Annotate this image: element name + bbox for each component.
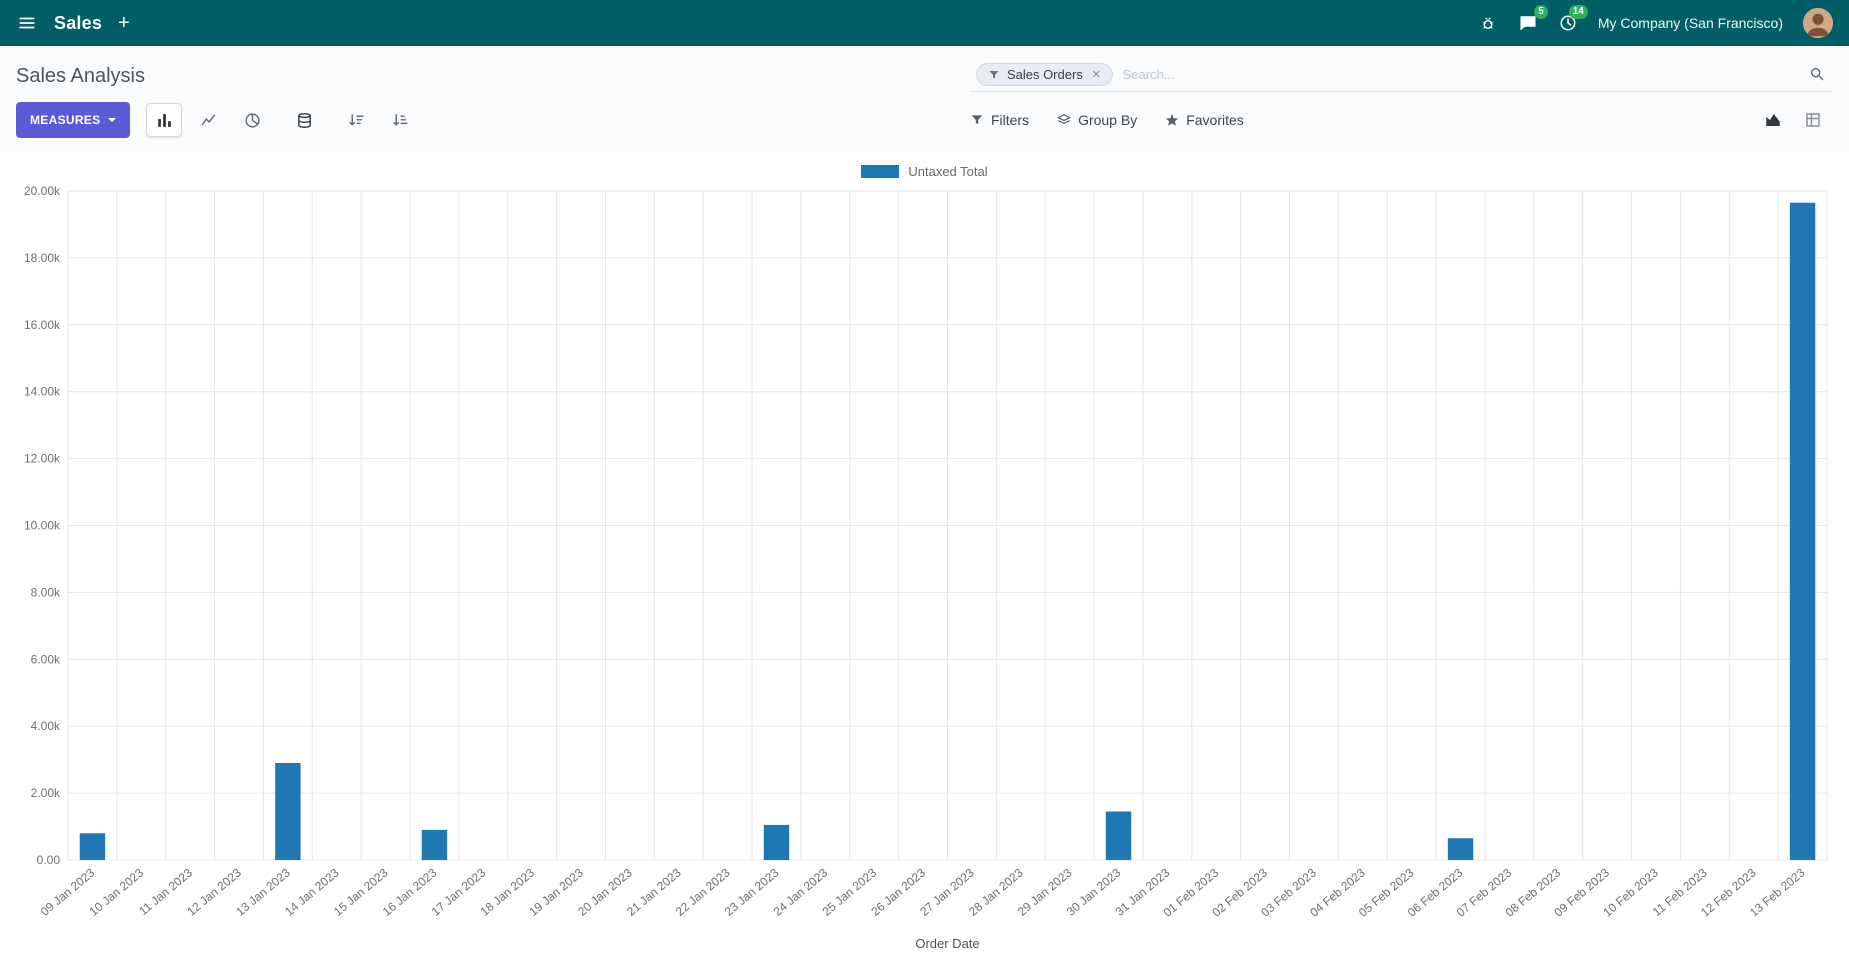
layers-icon — [1057, 114, 1072, 125]
pie-chart-button[interactable] — [234, 103, 270, 137]
bar-chart[interactable]: 0.00 2.00k 4.00k 6.00k 8.00k 10.00k 12.00k 14.0… — [12, 183, 1837, 956]
page-title: Sales Analysis — [16, 64, 145, 87]
svg-text:18.00k: 18.00k — [24, 251, 61, 265]
svg-text:20.00k: 20.00k — [24, 184, 61, 198]
favorites-button[interactable]: Favorites — [1165, 112, 1244, 128]
sort-ascending-button[interactable] — [382, 103, 418, 137]
messages-icon[interactable]: 5 — [1518, 5, 1548, 33]
apps-menu-icon[interactable] — [16, 12, 38, 34]
legend-swatch — [861, 165, 900, 178]
measures-button[interactable]: MEASURES — [16, 102, 131, 138]
filters-label: Filters — [990, 112, 1030, 128]
activities-clock-icon[interactable]: 14 — [1558, 5, 1588, 33]
pie-chart-icon — [245, 112, 260, 128]
svg-text:4.00k: 4.00k — [31, 719, 61, 733]
group-by-button[interactable]: Group By — [1057, 112, 1137, 128]
svg-text:10.00k: 10.00k — [24, 519, 61, 533]
area-chart-icon — [1766, 114, 1780, 126]
svg-text:0.00: 0.00 — [37, 853, 61, 867]
favorites-label: Favorites — [1186, 112, 1244, 128]
chart-legend[interactable]: Untaxed Total — [12, 158, 1837, 183]
view-switcher — [1753, 103, 1833, 137]
line-chart-button[interactable] — [190, 103, 226, 137]
filter-icon — [989, 70, 999, 78]
app-name[interactable]: Sales — [54, 12, 103, 33]
search-facet[interactable]: Sales Orders × — [975, 63, 1113, 86]
sort-descending-button[interactable] — [338, 103, 374, 137]
activities-badge: 14 — [1568, 5, 1588, 19]
sort-descending-icon — [349, 113, 364, 125]
chart-section: Untaxed Total 0.00 2.00k 4.00k 6.00k 8.00k 10… — [0, 152, 1849, 958]
stacked-toggle-button[interactable] — [286, 103, 322, 137]
stacked-icon — [298, 112, 311, 128]
svg-text:14.00k: 14.00k — [24, 385, 61, 399]
filters-button[interactable]: Filters — [970, 112, 1029, 128]
avatar[interactable] — [1803, 8, 1833, 38]
search-bar[interactable]: Sales Orders × — [969, 60, 1833, 92]
toolbar-row: MEASURES — [0, 96, 1849, 150]
bar-chart-button[interactable] — [146, 103, 183, 137]
svg-text:16.00k: 16.00k — [24, 318, 61, 332]
search-input[interactable] — [1122, 67, 1799, 82]
sort-ascending-icon — [393, 113, 408, 125]
svg-text:Order Date: Order Date — [915, 936, 979, 951]
svg-text:8.00k: 8.00k — [31, 585, 61, 599]
facet-remove-icon[interactable]: × — [1091, 66, 1101, 83]
graph-view-button[interactable] — [1753, 103, 1793, 137]
control-panel: Sales Analysis Sales Orders × MEASURES — [0, 46, 1849, 152]
svg-text:6.00k: 6.00k — [31, 652, 61, 666]
messages-badge: 5 — [1534, 5, 1548, 19]
search-icon[interactable] — [1809, 66, 1827, 84]
legend-label: Untaxed Total — [908, 164, 988, 179]
filter-icon — [971, 115, 983, 125]
pivot-view-button[interactable] — [1793, 103, 1833, 137]
star-icon — [1166, 114, 1179, 126]
plus-icon[interactable]: + — [118, 12, 130, 34]
svg-text:10 Jan 2023: 10 Jan 2023 — [87, 865, 147, 918]
line-chart-icon — [201, 113, 216, 125]
search-facet-label: Sales Orders — [1006, 67, 1083, 82]
breadcrumb-row: Sales Analysis Sales Orders × — [0, 46, 1849, 96]
debug-bug-icon[interactable] — [1478, 13, 1498, 33]
group-by-label: Group By — [1078, 112, 1138, 128]
chevron-down-icon — [108, 118, 117, 122]
company-name[interactable]: My Company (San Francisco) — [1597, 15, 1783, 31]
bar-chart-icon — [158, 113, 171, 127]
svg-text:12.00k: 12.00k — [24, 452, 61, 466]
svg-text:2.00k: 2.00k — [31, 786, 61, 800]
pivot-grid-icon — [1806, 113, 1820, 127]
measures-label: MEASURES — [30, 113, 101, 127]
top-navbar: Sales + 5 14 My Company (San Francisco) — [0, 0, 1849, 46]
